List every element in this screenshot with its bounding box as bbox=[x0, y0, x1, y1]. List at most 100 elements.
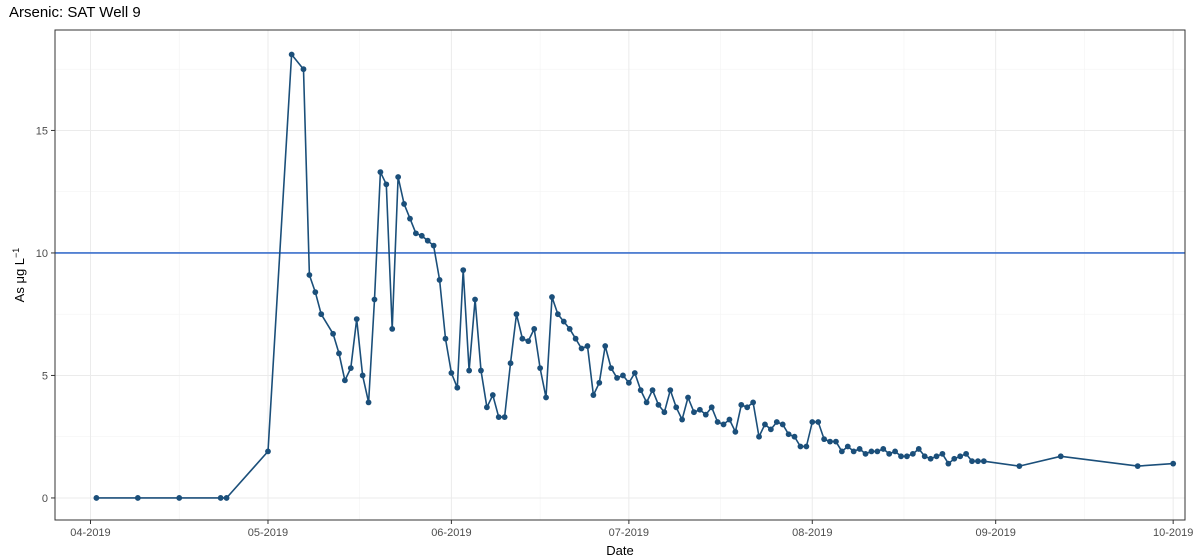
data-point bbox=[691, 409, 697, 416]
data-point bbox=[448, 370, 455, 376]
data-point bbox=[312, 289, 319, 296]
data-point bbox=[767, 426, 774, 433]
data-point bbox=[1134, 463, 1141, 469]
data-point bbox=[365, 399, 372, 406]
data-point bbox=[306, 272, 313, 278]
data-point bbox=[874, 448, 881, 455]
data-point bbox=[785, 431, 792, 438]
data-point bbox=[886, 450, 893, 457]
y-axis-title-superscript: −1 bbox=[11, 248, 21, 258]
data-point bbox=[744, 404, 751, 411]
x-axis: 04-2019 05-2019 06-2019 07-2019 08-2019 09-20… bbox=[70, 520, 1193, 539]
data-point bbox=[625, 379, 632, 386]
data-point bbox=[217, 495, 224, 501]
data-point bbox=[134, 495, 141, 501]
data-point bbox=[596, 379, 603, 386]
data-point bbox=[318, 311, 325, 318]
data-point bbox=[868, 448, 875, 455]
data-point bbox=[821, 436, 828, 443]
data-point bbox=[560, 318, 567, 325]
data-point bbox=[620, 372, 626, 379]
data-point bbox=[720, 421, 727, 428]
data-point bbox=[549, 294, 555, 300]
data-point bbox=[951, 455, 958, 462]
data-point bbox=[773, 419, 780, 425]
plot-panel-border bbox=[54, 29, 1186, 521]
data-point bbox=[827, 438, 833, 445]
data-point bbox=[708, 404, 715, 411]
data-point bbox=[779, 421, 786, 428]
data-point bbox=[424, 237, 431, 244]
data-point bbox=[519, 335, 526, 342]
data-point bbox=[483, 404, 490, 411]
data-point bbox=[980, 458, 987, 465]
data-point bbox=[714, 419, 721, 425]
data-point bbox=[838, 448, 845, 455]
data-point bbox=[862, 450, 869, 457]
data-point bbox=[584, 343, 591, 349]
data-point bbox=[442, 335, 449, 342]
data-point bbox=[537, 365, 544, 371]
data-point bbox=[909, 450, 916, 457]
x-tick-label: 06-2019 bbox=[431, 527, 471, 539]
data-point bbox=[602, 343, 609, 349]
data-point bbox=[436, 277, 443, 283]
data-point bbox=[489, 392, 496, 398]
data-point bbox=[418, 232, 425, 239]
data-point bbox=[353, 316, 360, 322]
data-point bbox=[478, 367, 484, 374]
data-point bbox=[412, 230, 419, 237]
data-point bbox=[454, 384, 461, 391]
data-point bbox=[649, 387, 656, 394]
data-point bbox=[655, 401, 662, 408]
x-tick-label: 05-2019 bbox=[248, 527, 288, 539]
y-axis: 0 5 10 15 bbox=[36, 125, 55, 505]
data-point bbox=[726, 416, 733, 423]
data-point bbox=[572, 335, 579, 342]
data-point bbox=[856, 446, 863, 452]
data-point bbox=[833, 438, 839, 445]
data-point bbox=[330, 330, 336, 337]
data-point bbox=[945, 460, 952, 467]
data-point bbox=[809, 419, 816, 425]
data-point bbox=[702, 411, 709, 418]
data-point bbox=[643, 399, 650, 406]
grid-layer bbox=[55, 30, 1185, 520]
data-point bbox=[756, 433, 762, 440]
data-point bbox=[341, 377, 348, 384]
y-tick-label: 10 bbox=[36, 248, 48, 260]
data-point bbox=[430, 242, 437, 249]
data-point bbox=[631, 370, 638, 376]
data-point bbox=[762, 421, 768, 428]
data-point bbox=[892, 448, 899, 455]
data-point bbox=[679, 416, 686, 423]
x-tick-label: 10-2019 bbox=[1153, 527, 1193, 539]
data-point bbox=[963, 450, 969, 457]
data-point bbox=[957, 453, 964, 460]
data-point bbox=[472, 296, 478, 303]
data-point bbox=[531, 326, 538, 332]
data-point bbox=[608, 365, 615, 371]
x-tick-label: 08-2019 bbox=[792, 527, 832, 539]
x-tick-label: 07-2019 bbox=[609, 527, 649, 539]
data-point bbox=[525, 338, 532, 345]
data-point bbox=[915, 446, 922, 452]
data-point bbox=[750, 399, 757, 406]
series-line bbox=[96, 53, 1174, 499]
data-point bbox=[1057, 453, 1064, 460]
x-tick-label: 09-2019 bbox=[975, 527, 1015, 539]
data-point bbox=[590, 392, 597, 398]
data-point bbox=[288, 51, 295, 58]
data-point bbox=[377, 169, 384, 176]
data-point bbox=[803, 443, 810, 450]
y-tick-label: 5 bbox=[42, 370, 48, 382]
data-point bbox=[359, 372, 366, 379]
data-point bbox=[566, 326, 573, 332]
data-point bbox=[637, 387, 644, 394]
chart-title: Arsenic: SAT Well 9 bbox=[9, 4, 141, 21]
data-point bbox=[371, 296, 378, 303]
data-point bbox=[921, 453, 928, 460]
data-point bbox=[685, 394, 691, 401]
data-point bbox=[667, 387, 674, 394]
